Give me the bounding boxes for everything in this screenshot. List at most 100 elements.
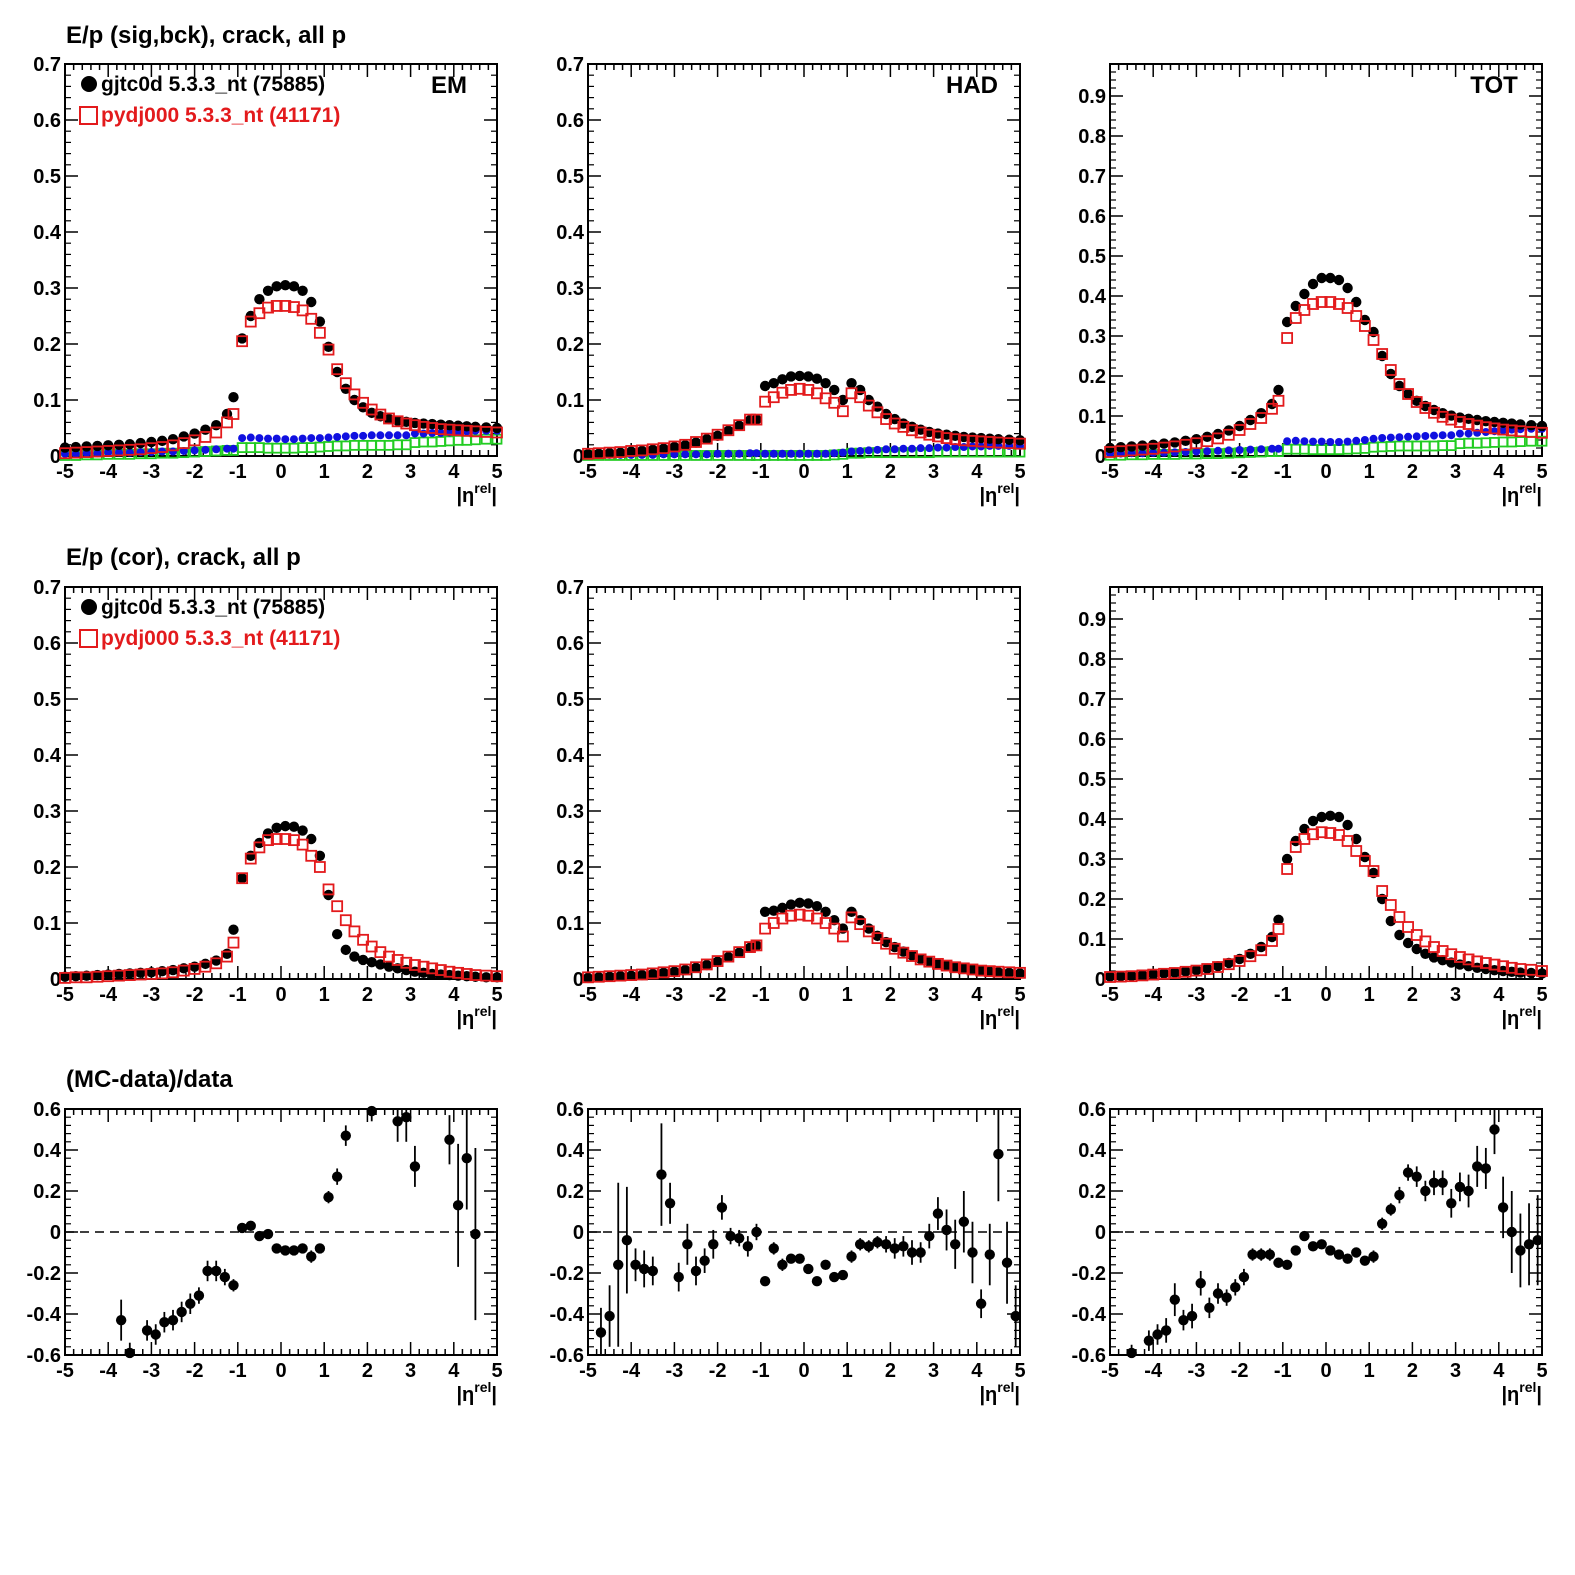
x-axis-label: |ηrel| xyxy=(1501,1379,1542,1406)
x-tick-label: 4 xyxy=(448,984,460,1006)
panel-4: -5 -4 -3 -2 -1 0 1 2 3 4 5 0 0.1 0.2 0.3 0.4 0.5 0.6 0.7 |η… xyxy=(33,577,503,1030)
x-tick-label: 0 xyxy=(275,984,286,1006)
data-point xyxy=(785,384,797,396)
data-point xyxy=(1341,302,1354,314)
data-point xyxy=(262,442,274,454)
data-point xyxy=(1315,826,1328,839)
data-point xyxy=(189,428,200,439)
data-point xyxy=(863,1241,874,1252)
data-point xyxy=(436,429,445,438)
panel-tag-tot: TOT xyxy=(1470,72,1518,99)
y-tick-label: 0.5 xyxy=(556,166,584,188)
y-tick-label: 0.2 xyxy=(1078,889,1106,911)
data-point xyxy=(417,960,430,973)
panel-tag-em: EM xyxy=(431,72,467,99)
data-point xyxy=(1291,436,1300,445)
data-point xyxy=(1290,835,1301,847)
data-point xyxy=(957,434,970,447)
x-tick-label: 2 xyxy=(885,984,896,1006)
data-point xyxy=(1299,288,1310,300)
data-point xyxy=(880,1239,892,1250)
data-point xyxy=(280,280,291,291)
data-point xyxy=(236,333,248,344)
x-tick-label: 1 xyxy=(1364,461,1375,483)
data-point xyxy=(1255,412,1268,424)
data-point xyxy=(331,363,344,376)
data-point xyxy=(1307,828,1319,841)
y-tick-label: -0.6 xyxy=(550,1345,584,1367)
data-point xyxy=(1488,422,1501,435)
data-point xyxy=(392,415,403,426)
data-point xyxy=(1273,914,1284,925)
data-point xyxy=(417,420,430,433)
data-point xyxy=(228,1280,239,1291)
data-point xyxy=(906,424,918,437)
data-point xyxy=(1298,304,1311,316)
x-tick-label: -1 xyxy=(1274,461,1292,483)
data-point xyxy=(1411,1171,1422,1182)
data-point xyxy=(864,446,873,455)
data-point xyxy=(1148,969,1159,980)
data-point xyxy=(802,909,815,922)
data-point xyxy=(1307,278,1319,290)
legend: gjtc0d 5.3.3_nt (75885) pydj000 5.3.3_nt … xyxy=(79,73,340,127)
data-point xyxy=(626,446,637,457)
data-point xyxy=(1014,437,1026,450)
x-tick-label: -4 xyxy=(622,461,641,483)
data-point xyxy=(1268,444,1276,453)
data-point xyxy=(1014,966,1026,979)
data-point xyxy=(1266,402,1278,415)
data-point xyxy=(452,424,465,437)
data-point xyxy=(323,341,334,352)
y-tick-label: 0 xyxy=(573,446,584,468)
series-circle xyxy=(595,1109,1021,1355)
data-point xyxy=(897,420,910,433)
data-point xyxy=(1352,436,1361,445)
data-point xyxy=(906,950,918,961)
data-point xyxy=(262,285,274,296)
data-point xyxy=(1273,1257,1284,1268)
data-point xyxy=(306,1251,317,1262)
data-point xyxy=(682,1239,693,1250)
data-point xyxy=(812,449,821,458)
data-point xyxy=(246,433,255,442)
data-point xyxy=(829,1271,840,1283)
series-open-square xyxy=(59,833,503,984)
data-point xyxy=(211,955,222,966)
x-tick-label: -4 xyxy=(1144,461,1163,483)
data-point xyxy=(200,958,211,970)
data-point xyxy=(638,1263,650,1275)
data-point xyxy=(305,442,317,454)
data-point xyxy=(828,396,841,409)
x-tick-label: 2 xyxy=(1407,1360,1418,1382)
y-tick-label: -0.6 xyxy=(1072,1345,1106,1367)
y-tick-label: 0.4 xyxy=(556,222,585,244)
y-tick-label: -0.4 xyxy=(27,1304,62,1326)
data-point xyxy=(615,971,626,982)
data-point xyxy=(1445,413,1458,426)
data-point xyxy=(1393,378,1406,390)
data-point xyxy=(1464,429,1473,438)
data-point xyxy=(221,416,233,429)
data-point xyxy=(854,1239,866,1250)
x-tick-label: 0 xyxy=(798,1360,809,1382)
data-point xyxy=(1358,855,1371,867)
data-point xyxy=(383,413,395,425)
data-point xyxy=(150,1329,161,1340)
x-tick-label: -2 xyxy=(709,984,727,1006)
series-open-square xyxy=(59,300,503,460)
data-point xyxy=(1376,441,1388,453)
data-point xyxy=(1281,1259,1293,1271)
data-point xyxy=(1471,419,1484,432)
x-tick-label: 5 xyxy=(491,984,502,1006)
data-point xyxy=(391,954,404,966)
data-point xyxy=(288,301,300,313)
data-point xyxy=(1410,929,1423,941)
data-point xyxy=(1526,967,1537,979)
data-point xyxy=(1333,298,1345,310)
y-tick-label: 0.4 xyxy=(33,222,62,244)
data-point xyxy=(1359,1255,1371,1266)
data-point xyxy=(604,448,615,459)
data-point xyxy=(244,315,257,328)
data-point xyxy=(1342,443,1353,455)
